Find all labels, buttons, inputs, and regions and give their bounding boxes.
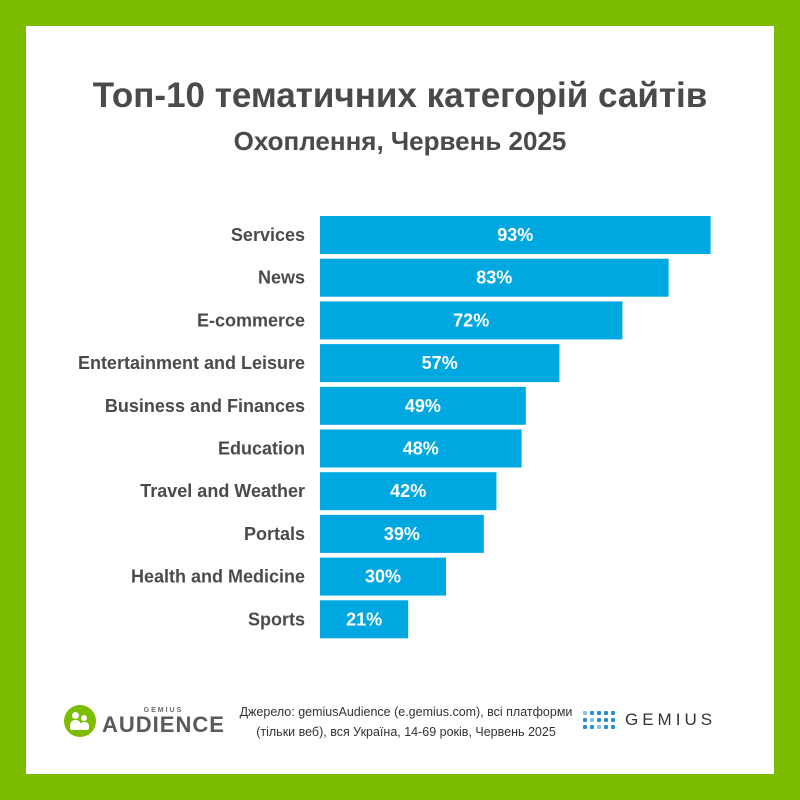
bar [320, 216, 711, 254]
value-label: 48% [403, 439, 439, 459]
bar [320, 600, 409, 639]
bar [320, 344, 560, 383]
chart-title: Топ-10 тематичних категорій сайтів [92, 76, 708, 115]
gemius-logo: GEMIUS [583, 710, 716, 730]
category-label: E-commerce [197, 310, 305, 330]
category-label: Sports [248, 609, 305, 629]
value-label: 72% [453, 310, 489, 330]
category-label: News [258, 268, 305, 288]
value-label: 49% [405, 396, 441, 416]
bar [320, 472, 497, 511]
value-label: 93% [497, 225, 533, 245]
bar [320, 557, 446, 596]
logo-left-big-text: AUDIENCE [102, 711, 225, 737]
bar [320, 429, 522, 468]
source-note: Джерело: gemiusAudience (e.gemius.com), … [226, 702, 586, 742]
chart-subtitle: Охоплення, Червень 2025 [233, 126, 567, 156]
category-label: Services [231, 225, 305, 245]
logo-left-small-text: GEMIUS [143, 706, 184, 714]
value-label: 21% [346, 609, 382, 629]
source-line-1: Джерело: gemiusAudience (e.gemius.com), … [239, 705, 573, 719]
chart-card: Топ-10 тематичних категорій сайтів Охопл… [26, 26, 774, 774]
source-line-2: (тільки веб), вся Україна, 14-69 років, … [256, 725, 556, 739]
value-label: 42% [390, 481, 426, 501]
value-label: 39% [384, 524, 420, 544]
category-label: Health and Medicine [131, 567, 305, 587]
category-label: Entertainment and Leisure [78, 353, 305, 373]
bar [320, 386, 526, 425]
bar-chart: Services 93% News 83% E-commerce 72% Entertain… [78, 216, 711, 639]
audience-people-icon [64, 705, 96, 737]
value-label: 30% [365, 567, 401, 587]
value-label: 83% [476, 268, 512, 288]
bar [320, 301, 623, 340]
gemius-dots-icon [583, 711, 615, 729]
category-label: Travel and Weather [140, 481, 305, 501]
category-label: Portals [244, 524, 305, 544]
value-label: 57% [422, 353, 458, 373]
bar [320, 514, 484, 553]
category-label: Education [218, 439, 305, 459]
gemius-logo-text: GEMIUS [625, 710, 717, 729]
gemius-audience-logo: GEMIUS AUDIENCE [64, 704, 225, 738]
category-label: Business and Finances [105, 396, 305, 416]
bar [320, 258, 669, 297]
